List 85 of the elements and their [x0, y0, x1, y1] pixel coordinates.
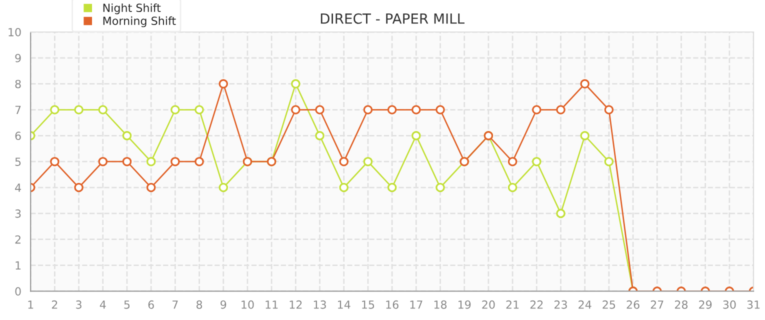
point [363, 105, 373, 114]
x-tick-label: 26 [626, 300, 640, 309]
point [532, 156, 542, 166]
x-tick-label: 31 [747, 300, 760, 309]
point [604, 105, 614, 114]
point [363, 156, 373, 166]
point [436, 105, 445, 114]
point [508, 156, 518, 166]
y-tick-label: 0 [15, 287, 21, 296]
point [170, 156, 180, 166]
point [218, 182, 228, 192]
x-tick-label: 27 [650, 300, 664, 309]
point [580, 131, 590, 140]
x-tick-label: 2 [52, 300, 58, 309]
y-tick-label: 2 [15, 235, 20, 244]
point [604, 156, 614, 166]
x-tick-label: 21 [506, 300, 519, 309]
point [436, 182, 445, 192]
y-tick-label: 10 [8, 28, 21, 36]
chart-title: DIRECT - PAPER MILL [320, 13, 464, 24]
y-tick-label: 8 [15, 80, 21, 88]
x-tick-label: 7 [172, 300, 178, 309]
legend-label: Night Shift [103, 3, 161, 14]
y-tick-label: 5 [15, 158, 21, 166]
x-tick-label: 5 [124, 300, 130, 309]
x-tick-label: 12 [290, 300, 302, 309]
x-tick-label: 30 [723, 300, 736, 309]
point [315, 131, 324, 140]
x-tick-label: 8 [196, 300, 202, 309]
point [218, 79, 228, 88]
point [146, 182, 156, 192]
point [122, 131, 132, 140]
point [315, 105, 324, 114]
x-tick-label: 9 [220, 300, 226, 309]
x-tick-label: 14 [338, 300, 350, 309]
x-tick-label: 17 [410, 300, 422, 309]
x-tick-label: 3 [76, 300, 82, 309]
point [98, 105, 108, 114]
point [291, 105, 300, 114]
legend-label: Morning Shift [103, 16, 176, 28]
point [556, 208, 566, 218]
x-tick-label: 24 [578, 300, 592, 309]
point [74, 182, 84, 192]
point [532, 105, 542, 114]
point [122, 156, 132, 166]
point [291, 79, 300, 88]
x-tick-label: 15 [362, 300, 374, 309]
y-tick-label: 6 [15, 132, 21, 140]
x-tick-label: 29 [699, 300, 712, 309]
x-tick-label: 23 [554, 300, 567, 309]
y-tick-label: 1 [16, 261, 21, 270]
x-tick-label: 6 [148, 300, 154, 309]
y-tick-label: 4 [15, 184, 21, 192]
point [387, 105, 397, 114]
x-tick-label: 11 [266, 300, 278, 309]
x-tick-label: 13 [314, 300, 326, 309]
x-tick-label: 16 [386, 300, 398, 309]
point [387, 182, 397, 192]
point [194, 105, 204, 114]
y-tick-label: 3 [15, 209, 21, 218]
x-tick-label: 18 [434, 300, 447, 309]
x-tick-label: 22 [530, 300, 543, 309]
x-tick-label: 4 [100, 300, 106, 309]
point [74, 105, 84, 114]
x-tick-label: 1 [28, 300, 34, 309]
point [339, 182, 349, 192]
y-tick-label: 9 [15, 54, 21, 62]
point [194, 156, 204, 166]
x-tick-label: 19 [458, 300, 471, 309]
point [146, 156, 156, 166]
point [170, 105, 180, 114]
point [412, 131, 421, 140]
point [98, 156, 108, 166]
point [508, 182, 518, 192]
y-tick-label: 7 [15, 106, 21, 114]
point [580, 79, 590, 88]
point [50, 105, 60, 114]
point [50, 156, 60, 166]
x-tick-label: 25 [602, 300, 616, 309]
x-tick-label: 28 [674, 300, 688, 309]
point [412, 105, 421, 114]
point [556, 105, 566, 114]
x-tick-label: 20 [482, 300, 495, 309]
x-tick-label: 10 [242, 300, 254, 309]
point [339, 156, 349, 166]
